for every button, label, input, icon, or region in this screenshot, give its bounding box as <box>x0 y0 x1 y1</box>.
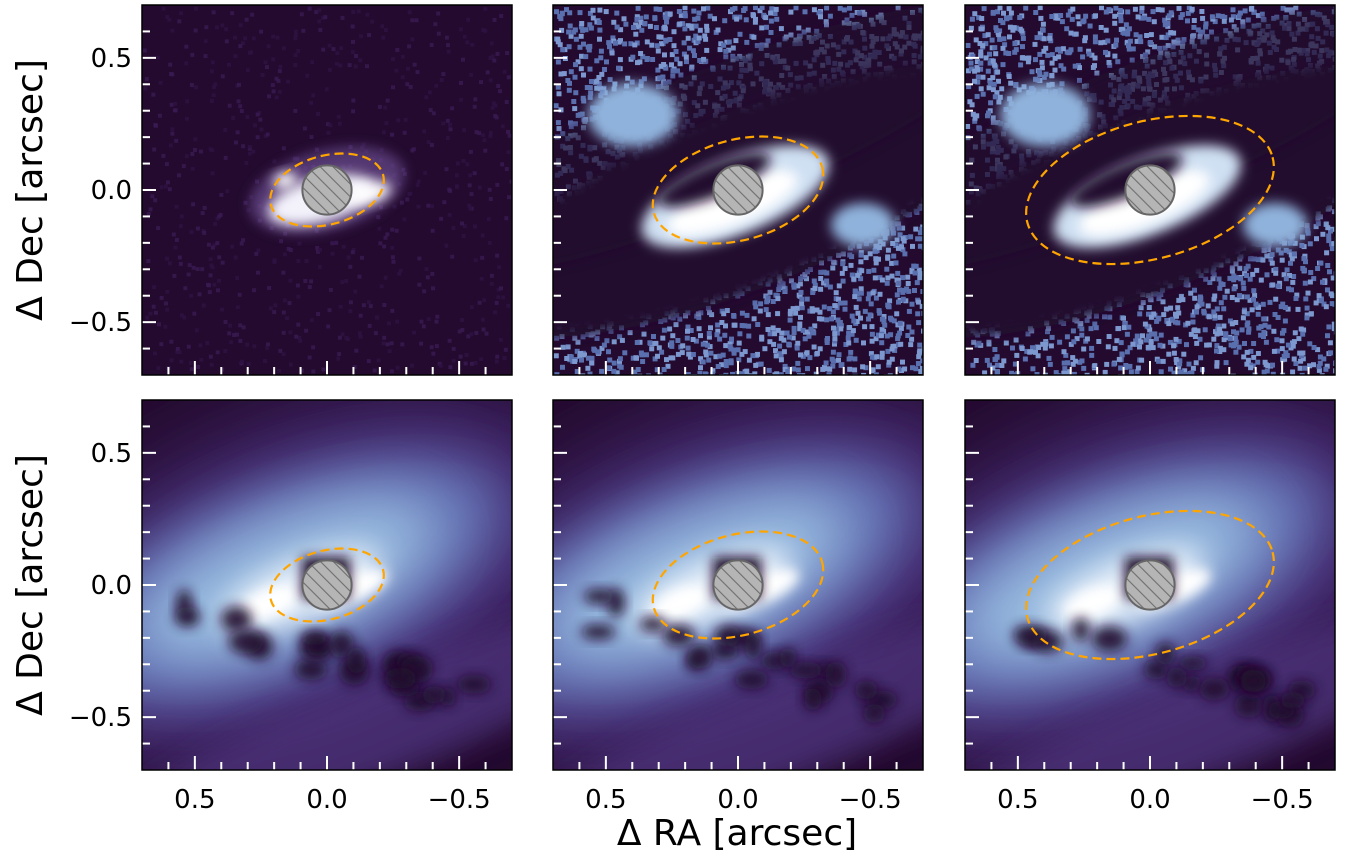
y-axis-label-bottom: Δ Dec [arcsec] <box>10 454 51 716</box>
panel-frame <box>964 4 1336 376</box>
coronagraph-mask <box>712 164 764 216</box>
x-tick-label: −0.5 <box>428 785 491 815</box>
panel-1-2 <box>552 4 924 376</box>
outer-arc <box>965 5 1335 276</box>
coronagraph-mask <box>1124 559 1176 611</box>
ticks <box>965 425 1310 770</box>
outer-ring <box>142 584 512 770</box>
ticks <box>965 30 1310 375</box>
panel-2-3 <box>964 399 1336 771</box>
y-tick-label: −0.5 <box>69 308 132 338</box>
y-tick-label: 0.0 <box>91 176 132 206</box>
x-tick-label: 0.5 <box>174 785 215 815</box>
panel-2-1 <box>141 399 513 771</box>
panel-frame <box>141 399 513 771</box>
x-tick-label: −0.5 <box>1251 785 1314 815</box>
y-tick-label: 0.5 <box>91 44 132 74</box>
x-axis-label: Δ RA [arcsec] <box>617 813 857 854</box>
coronagraph-mask <box>301 164 353 216</box>
y-tick-label: 0.5 <box>91 439 132 469</box>
outer-ring <box>553 584 923 770</box>
ticks <box>553 425 898 770</box>
x-tick-label: 0.0 <box>306 785 347 815</box>
y-axis-label-top: Δ Dec [arcsec] <box>10 59 51 321</box>
coronagraph-mask <box>1124 164 1176 216</box>
dark-gaps <box>1013 617 1316 728</box>
ticks <box>142 30 487 375</box>
panel-image <box>965 5 1335 375</box>
panel-image <box>965 400 1335 770</box>
x-tick-label: 0.0 <box>1129 785 1170 815</box>
panel-2-2 <box>552 399 924 771</box>
panel-frame <box>552 4 924 376</box>
y-tick-label: −0.5 <box>69 703 132 733</box>
outer-arc <box>553 5 923 276</box>
orange-ellipse <box>269 547 385 623</box>
ticks <box>142 425 487 770</box>
orange-ellipse <box>1025 509 1275 661</box>
y-tick-label: 0.0 <box>91 571 132 601</box>
panel-frame <box>141 4 513 376</box>
coronagraph-mask <box>301 559 353 611</box>
x-axis-labels: 0.5 0.0 −0.5 0.5 0.0 −0.5 0.5 0.0 −0.5 <box>174 785 1314 815</box>
panel-image <box>142 5 512 375</box>
orange-ellipse <box>651 135 825 245</box>
orange-ellipse <box>651 530 825 640</box>
panel-1-1 <box>141 4 513 376</box>
ticks <box>553 30 898 375</box>
outer-ring <box>965 584 1335 770</box>
dark-gaps <box>174 589 492 712</box>
y-axis-labels: 0.5 0.0 −0.5 0.5 0.0 −0.5 <box>69 44 132 733</box>
x-tick-label: −0.5 <box>839 785 902 815</box>
coronagraph-mask <box>712 559 764 611</box>
panel-1-3 <box>964 4 1336 376</box>
orange-ellipse <box>269 152 385 228</box>
x-tick-label: 0.5 <box>585 785 626 815</box>
panel-frame <box>552 399 924 771</box>
dark-gaps <box>580 588 898 724</box>
x-tick-label: 0.5 <box>997 785 1038 815</box>
x-tick-label: 0.0 <box>717 785 758 815</box>
panel-frame <box>964 399 1336 771</box>
